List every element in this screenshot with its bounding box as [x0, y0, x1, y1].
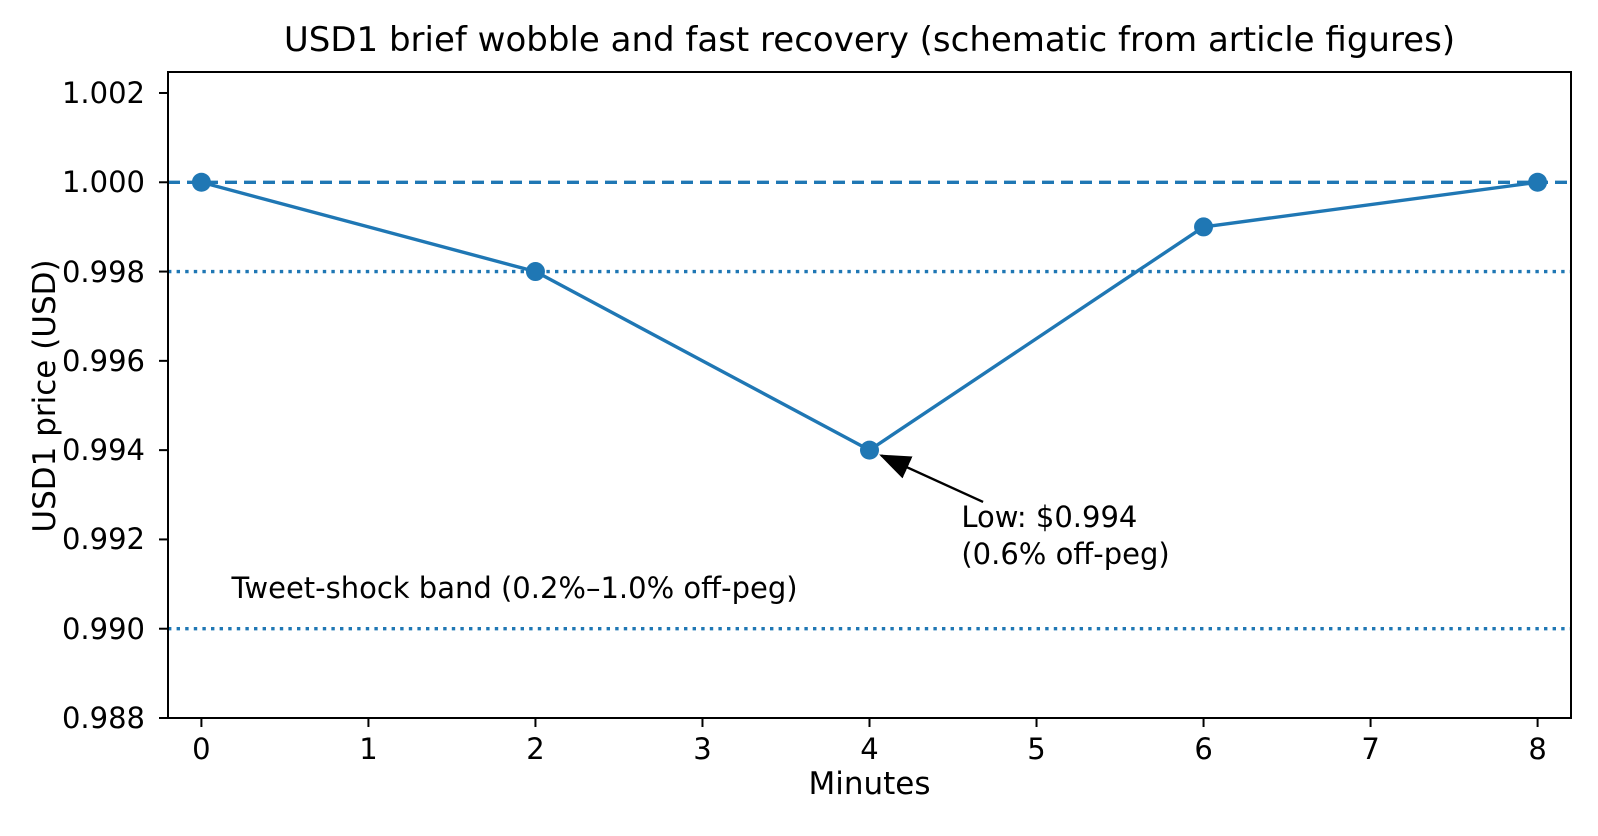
x-tick-label: 8: [1528, 732, 1547, 766]
annotation-low-point: Low: $0.994 (0.6% off-peg): [961, 499, 1169, 573]
y-tick-label: 0.996: [61, 343, 145, 378]
y-tick-label: 1.002: [61, 75, 145, 110]
y-tick-label: 0.992: [61, 522, 145, 557]
x-tick-label: 7: [1361, 732, 1380, 766]
x-tick-label: 6: [1194, 732, 1213, 766]
data-point-marker: [191, 172, 211, 192]
data-point-marker: [1528, 172, 1548, 192]
y-axis-label: USD1 price (USD): [27, 259, 63, 533]
annotation-low-line1: Low: $0.994: [961, 500, 1138, 535]
y-tick-label: 1.000: [61, 165, 145, 200]
data-point-marker: [1194, 217, 1214, 237]
x-tick-label: 2: [526, 732, 545, 766]
x-tick-label: 4: [860, 732, 879, 766]
x-tick-label: 1: [359, 732, 378, 766]
y-tick-label: 0.988: [61, 701, 145, 735]
y-tick-label: 0.994: [61, 433, 145, 468]
data-point-marker: [860, 440, 879, 460]
x-tick-label: 3: [693, 732, 712, 766]
y-tick-label: 0.998: [61, 254, 145, 289]
chart-title: USD1 brief wobble and fast recovery (sch…: [283, 20, 1456, 60]
annotation-arrow: [879, 454, 984, 504]
annotation-low-line2: (0.6% off-peg): [961, 537, 1170, 572]
annotation-tweet-shock-band: Tweet-shock band (0.2%–1.0% off-peg): [231, 571, 798, 606]
axes-spines: [167, 71, 1572, 719]
x-tick-label: 5: [1027, 732, 1046, 766]
y-tick-label: 0.990: [61, 611, 145, 646]
price-line: [200, 180, 1538, 452]
x-axis-label: Minutes: [808, 766, 931, 802]
data-point-marker: [525, 262, 545, 282]
x-tick-label: 0: [192, 732, 211, 766]
